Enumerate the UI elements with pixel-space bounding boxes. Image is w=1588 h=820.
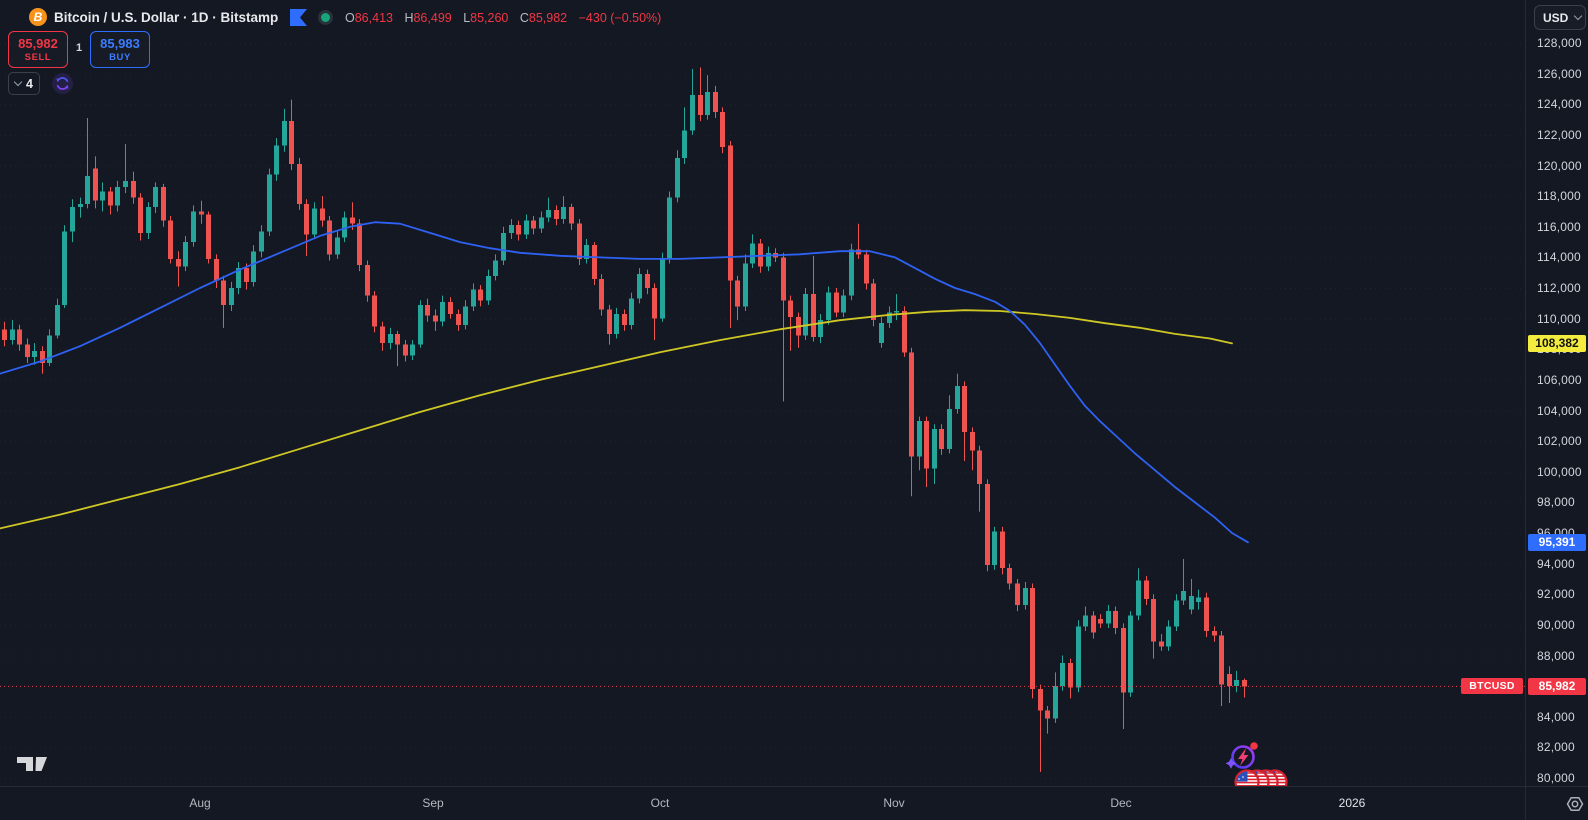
price-line-symbol-label: BTCUSD [1461, 678, 1523, 695]
open-value: 86,413 [354, 11, 393, 25]
last-price-label: 85,982 [1528, 677, 1586, 695]
price-tick: 104,000 [1537, 403, 1582, 418]
price-tick: 126,000 [1537, 66, 1582, 81]
price-tick: 124,000 [1537, 97, 1582, 112]
time-axis-label: Oct [650, 796, 670, 810]
sell-label: SELL [24, 52, 52, 63]
tradingview-logo[interactable] [16, 751, 48, 777]
high-label: H [404, 11, 414, 25]
price-tick: 80,000 [1537, 771, 1575, 785]
close-value: 85,982 [528, 11, 568, 25]
ohlc-readout: O86,413 H86,499 L85,260 C85,982 −430 (−0… [345, 11, 661, 25]
chevron-down-icon [1574, 11, 1583, 21]
price-axis[interactable]: USD 128,000 126,000 124,000 122,000 120,000 1… [1525, 0, 1588, 786]
sell-button[interactable]: 85,982 SELL [8, 31, 68, 68]
time-axis[interactable]: Aug Sep Oct Nov Dec 2026 [0, 786, 1525, 820]
bitcoin-icon: B [29, 8, 47, 26]
price-tick: 100,000 [1537, 464, 1582, 479]
price-tick: 98,000 [1537, 495, 1575, 510]
price-tick: 120,000 [1537, 158, 1582, 173]
low-label: L [463, 11, 471, 25]
ma-slow-price-label: 108,382 [1528, 334, 1586, 352]
price-tick: 106,000 [1537, 372, 1582, 387]
price-tick: 118,000 [1537, 189, 1581, 204]
candlestick-chart[interactable] [0, 0, 1525, 786]
high-value: 86,499 [413, 11, 452, 25]
time-axis-label: 2026 [1338, 796, 1366, 810]
time-axis-label: Dec [1110, 796, 1132, 810]
price-tick: 112,000 [1537, 281, 1581, 295]
price-tick: 88,000 [1537, 648, 1575, 663]
price-tick: 92,000 [1537, 587, 1575, 602]
symbol-title[interactable]: Bitcoin / U.S. Dollar · 1D · Bitstamp [54, 10, 279, 25]
price-tick: 128,000 [1537, 36, 1582, 50]
time-axis-label: Aug [189, 796, 211, 810]
buy-label: BUY [109, 52, 131, 63]
buy-price: 85,983 [100, 36, 140, 51]
price-tick: 82,000 [1537, 740, 1575, 755]
gear-icon[interactable] [1564, 793, 1586, 815]
price-tick: 102,000 [1537, 434, 1582, 449]
time-axis-label: Sep [422, 796, 444, 810]
axis-settings-corner[interactable] [1525, 786, 1588, 820]
price-tick: 122,000 [1537, 127, 1582, 142]
indicator-count-dropdown[interactable]: 4 [8, 72, 40, 95]
spread-value: 1 [75, 42, 83, 54]
market-status-icon[interactable] [318, 10, 333, 25]
currency-value: USD [1543, 10, 1569, 25]
price-tick: 116,000 [1537, 219, 1581, 234]
sell-price: 85,982 [18, 36, 58, 51]
flag-icon[interactable] [290, 9, 308, 26]
sync-refresh-icon[interactable] [52, 73, 73, 94]
indicator-count: 4 [26, 76, 33, 91]
price-tick: 110,000 [1537, 311, 1581, 326]
chevron-down-icon [13, 77, 23, 87]
low-value: 85,260 [470, 11, 509, 25]
open-label: O [345, 11, 355, 25]
currency-dropdown[interactable]: USD [1534, 5, 1586, 30]
price-tick: 94,000 [1537, 556, 1575, 571]
buy-button[interactable]: 85,983 BUY [90, 31, 150, 68]
ai-flash-sticker[interactable] [1225, 742, 1258, 769]
time-axis-label: Nov [883, 796, 905, 810]
price-tick: 114,000 [1537, 250, 1581, 265]
close-label: C [519, 11, 529, 25]
price-tick: 84,000 [1537, 709, 1575, 724]
price-tick: 90,000 [1537, 617, 1575, 632]
change-value: −430 (−0.50%) [578, 11, 662, 25]
ma-fast-price-label: 95,391 [1528, 533, 1586, 551]
